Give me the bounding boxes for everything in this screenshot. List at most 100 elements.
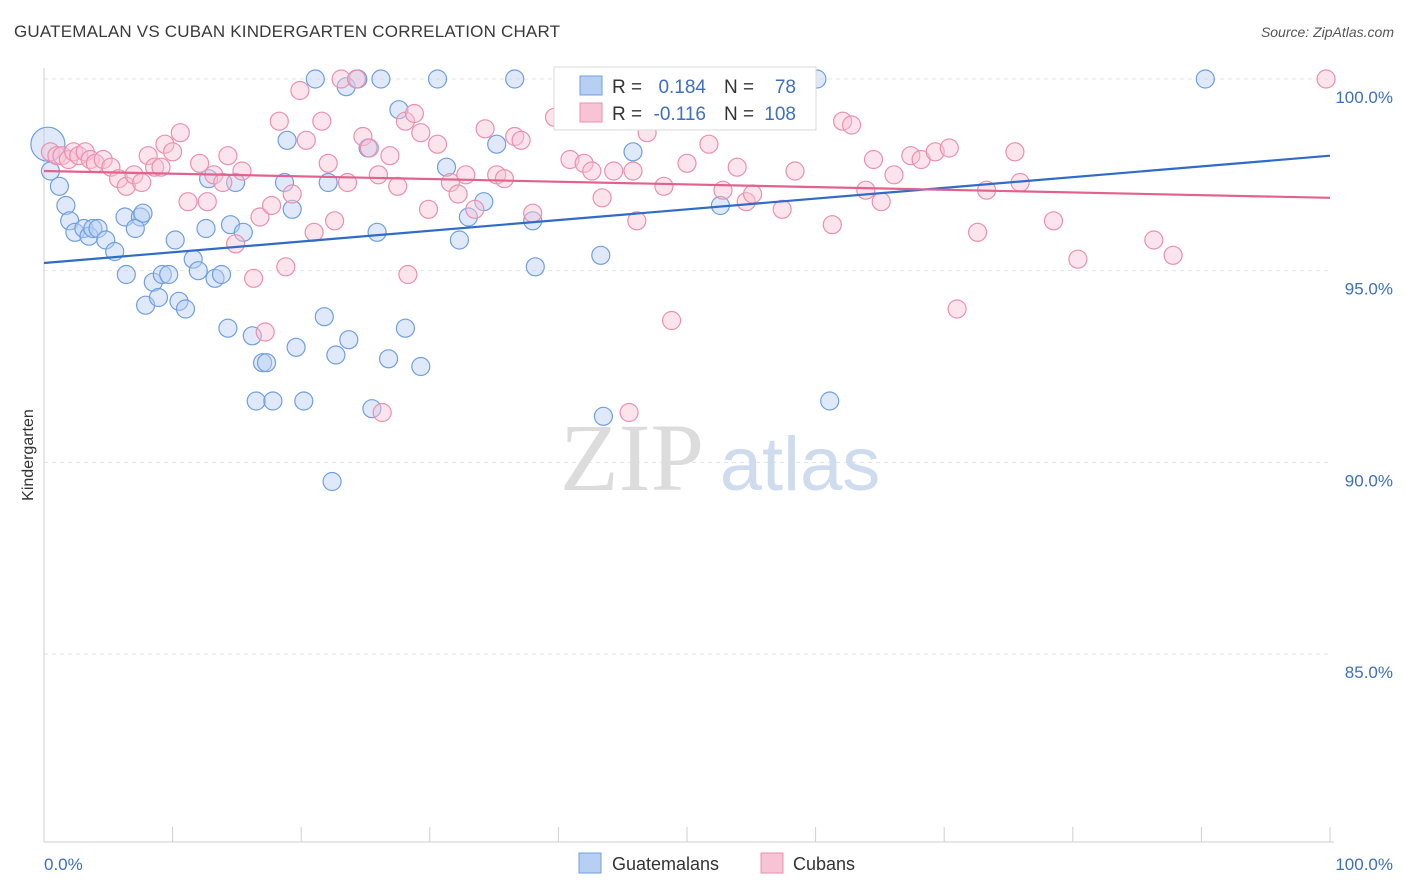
- cubans-point: [145, 157, 165, 177]
- cubans-point: [448, 184, 468, 204]
- guatemalans-point: [339, 330, 359, 350]
- cubans-point: [604, 161, 624, 181]
- guatemalans-point: [591, 245, 611, 265]
- cubans-point: [939, 138, 959, 158]
- cubans-point: [250, 207, 270, 227]
- legend-n-label-1: N =: [724, 77, 754, 98]
- cubans-point: [255, 322, 275, 342]
- guatemalans-point: [367, 222, 387, 242]
- cubans-point: [388, 176, 408, 196]
- guatemalans-point: [152, 264, 172, 285]
- cubans-point: [523, 203, 543, 223]
- cubans-point: [178, 192, 198, 212]
- cubans-point: [440, 172, 460, 193]
- cubans-point: [197, 192, 217, 212]
- cubans-point: [368, 165, 388, 185]
- cubans-point: [353, 126, 373, 147]
- cubans-trend-line: [43, 169, 1331, 199]
- cubans-point: [226, 234, 246, 254]
- guatemalans-point: [294, 391, 314, 411]
- y-tick-label: 95.0%: [1345, 280, 1393, 299]
- guatemalans-point: [411, 356, 431, 377]
- cubans-point: [699, 134, 719, 154]
- cubans-point: [465, 199, 485, 219]
- guatemalans-point: [165, 230, 185, 250]
- guatemalans-point: [505, 69, 525, 89]
- y-tick-label: 90.0%: [1345, 471, 1393, 490]
- cubans-point: [151, 157, 171, 177]
- cubans-point: [654, 176, 674, 196]
- y-axis-label: Kindergarten: [20, 409, 37, 501]
- cubans-point: [124, 165, 144, 185]
- cubans-point: [619, 402, 639, 423]
- cubans-point: [312, 111, 332, 131]
- cubans-point: [132, 172, 152, 193]
- cubans-point: [359, 138, 379, 158]
- cubans-point: [627, 211, 647, 231]
- legend-r-label-2: R =: [612, 104, 642, 125]
- legend-swatch-guatemalans: [579, 75, 603, 96]
- chart-source: Source: ZipAtlas.com: [1260, 24, 1394, 40]
- guatemalans-point: [395, 318, 415, 338]
- cubans-point: [398, 264, 418, 285]
- cubans-point: [346, 69, 367, 89]
- bottom-legend-label-guatemalans: Guatemalans: [612, 854, 719, 874]
- cubans-point: [427, 134, 448, 154]
- cubans-point: [582, 161, 602, 181]
- cubans-point: [218, 146, 238, 166]
- cubans-point: [925, 142, 945, 162]
- chart-title: GUATEMALAN VS CUBAN KINDERGARTEN CORRELA…: [14, 22, 561, 41]
- cubans-point: [1043, 211, 1064, 231]
- guatemalans-point: [125, 218, 145, 239]
- cubans-point: [411, 123, 431, 143]
- guatemalans-point: [274, 172, 295, 193]
- x-tick-labels: 0.0% 100.0%: [44, 855, 1393, 874]
- guatemalans-point: [525, 257, 545, 277]
- guatemalans-point: [362, 399, 382, 419]
- cubans-point: [290, 80, 310, 101]
- guatemalans-point: [1195, 69, 1215, 89]
- legend-r-value-guatemalans: 0.184: [658, 77, 706, 98]
- cubans-point: [318, 153, 338, 173]
- cubans-point: [592, 188, 612, 208]
- guatemalans-point: [371, 69, 391, 89]
- guatemalans-point: [305, 69, 325, 89]
- guatemalans-point: [326, 345, 346, 365]
- cubans-point: [331, 69, 351, 89]
- cubans-point: [742, 184, 763, 204]
- cubans-point: [677, 153, 697, 173]
- guatemalans-point: [379, 349, 399, 369]
- cubans-point: [93, 149, 113, 170]
- guatemalans-point: [169, 291, 189, 311]
- guatemalans-point: [389, 100, 409, 120]
- cubans-point: [863, 149, 884, 170]
- cubans-point: [856, 180, 876, 200]
- guatemalans-point: [83, 218, 103, 239]
- guatemalans-trend-line: [43, 154, 1331, 265]
- cubans-point: [967, 222, 988, 242]
- guatemalans-point: [218, 318, 238, 338]
- legend-stats: R = 0.184 N = 78 R = -0.116 N = 108: [553, 66, 817, 131]
- cubans-point: [213, 172, 233, 193]
- cubans-point: [574, 153, 594, 173]
- guatemalans-point: [263, 391, 283, 411]
- cubans-point: [511, 130, 531, 150]
- guatemalans-point: [148, 287, 169, 308]
- guatemalans-point: [159, 264, 179, 285]
- cubans-point: [1144, 230, 1164, 250]
- legend-series: Guatemalans Cubans: [578, 852, 855, 874]
- cubans-point: [1005, 142, 1025, 162]
- guatemalans-point: [49, 176, 70, 196]
- guatemalans-point: [449, 230, 469, 250]
- cubans-point: [1316, 69, 1336, 89]
- bottom-legend-swatch-guatemalans: [578, 852, 602, 874]
- cubans-point: [276, 257, 296, 277]
- guatemalans-point: [175, 299, 196, 319]
- bottom-legend-label-cubans: Cubans: [793, 854, 855, 874]
- guatemalans-point: [133, 203, 153, 223]
- cubans-point: [108, 169, 129, 189]
- guatemalans-point: [593, 406, 614, 426]
- cubans-point: [304, 222, 324, 242]
- trend-lines: [43, 154, 1331, 265]
